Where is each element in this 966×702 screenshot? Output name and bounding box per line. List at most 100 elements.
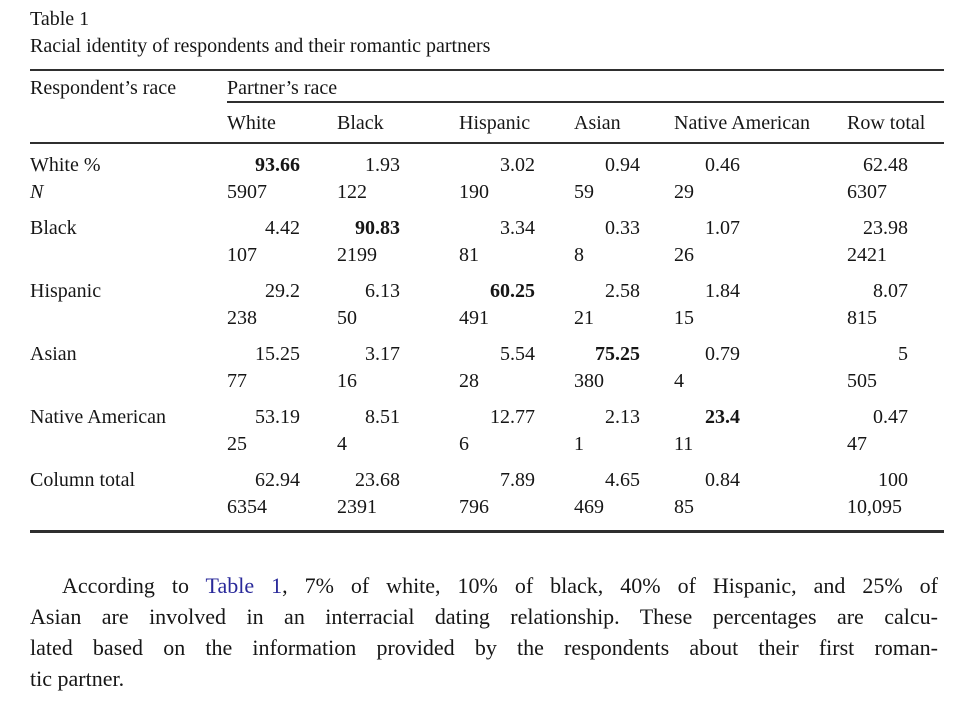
n-cell: 796 [459,496,489,518]
pct-cell: 4.42 [265,217,300,239]
pct-cell: 1.07 [705,217,740,239]
pct-cell: 90.83 [355,217,400,239]
row-sublabel [30,305,227,341]
n-cell: 8 [574,244,584,266]
row-sublabel [30,368,227,404]
column-header: Native American [674,102,847,144]
empty-header-cell [30,102,227,144]
row-label: Column total [30,469,135,491]
pct-cell: 60.25 [490,280,535,302]
column-header: Hispanic [459,102,574,144]
pct-cell: 8.51 [365,406,400,428]
paragraph-line-1: According to Table 1, 7% of white, 10% o… [30,570,938,601]
pct-cell: 4.65 [605,469,640,491]
n-cell: 85 [674,496,694,518]
pct-cell: 0.47 [873,406,908,428]
table-1-link[interactable]: Table 1 [205,573,283,598]
pct-cell: 2.13 [605,406,640,428]
body-paragraph: According to Table 1, 7% of white, 10% o… [30,570,938,694]
n-cell: 2391 [337,496,377,518]
n-cell: 77 [227,370,247,392]
pct-cell: 23.98 [863,217,908,239]
row-label: Native American [30,406,167,428]
table-row-n: 6354 2391 796 469 85 10,095 [30,494,944,532]
pct-cell: 100 [878,469,908,491]
table-caption: Table 1 Racial identity of respondents a… [30,6,944,60]
row-label: White % [30,154,101,176]
n-cell: 1 [574,433,584,455]
pct-cell: 23.68 [355,469,400,491]
pct-cell: 0.94 [605,154,640,176]
row-sublabel [30,494,227,532]
table-row-pct: Native American 53.19 8.51 12.77 2.13 23.4 0.4… [30,404,944,431]
data-table: Respondent’s race Partner’s race White Bl… [30,69,945,533]
n-cell: 4 [674,370,684,392]
pct-cell: 5 [898,343,908,365]
paragraph-line-3: lated based on the information provided … [30,635,938,660]
row-sublabel: N [30,181,44,203]
column-header: Black [337,102,459,144]
row-sublabel [30,242,227,278]
n-cell: 16 [337,370,357,392]
pct-cell: 23.4 [705,406,740,428]
table-header: Respondent’s race Partner’s race White Bl… [30,70,945,144]
column-header-row: White Black Hispanic Asian Native American Ro… [30,102,945,144]
n-cell: 81 [459,244,479,266]
pct-cell: 1.93 [365,154,400,176]
n-cell: 11 [674,433,694,455]
n-cell: 4 [337,433,347,455]
pct-cell: 62.94 [255,469,300,491]
table-title: Racial identity of respondents and their… [30,35,491,57]
n-cell: 469 [574,496,604,518]
pct-cell: 15.25 [255,343,300,365]
pct-cell: 3.17 [365,343,400,365]
pct-cell: 75.25 [595,343,640,365]
pct-cell: 7.89 [500,469,535,491]
pct-cell: 53.19 [255,406,300,428]
pct-cell: 12.77 [490,406,535,428]
table-row-n: 107 2199 81 8 26 2421 [30,242,944,278]
table-body: White % 93.66 1.93 3.02 0.94 0.46 62.48 N 5907 12… [30,143,944,532]
pct-cell: 0.46 [705,154,740,176]
paragraph-text: , 7% of white, 10% of black, 40% of Hisp… [282,573,938,598]
n-cell: 491 [459,307,489,329]
article-page: Table 1 Racial identity of respondents a… [0,6,966,702]
paragraph-line-2: Asian are involved in an interracial dat… [30,604,938,629]
n-cell: 28 [459,370,479,392]
row-label: Hispanic [30,280,102,302]
n-cell: 10,095 [847,496,902,518]
table-row-n: 238 50 491 21 15 815 [30,305,944,341]
n-cell: 190 [459,181,489,203]
pct-cell: 2.58 [605,280,640,302]
n-cell: 505 [847,370,877,392]
column-header: Row total [847,102,945,144]
table-row-pct: Hispanic 29.2 6.13 60.25 2.58 1.84 8.07 [30,278,944,305]
n-cell: 238 [227,307,257,329]
n-cell: 6 [459,433,469,455]
n-cell: 50 [337,307,357,329]
pct-cell: 1.84 [705,280,740,302]
table-number: Table 1 [30,8,90,30]
n-cell: 29 [674,181,694,203]
n-cell: 47 [847,433,867,455]
table-row-n: N 5907 122 190 59 29 6307 [30,179,944,215]
n-cell: 15 [674,307,694,329]
pct-cell: 6.13 [365,280,400,302]
n-cell: 59 [574,181,594,203]
row-sublabel [30,431,227,467]
pct-cell: 0.33 [605,217,640,239]
n-cell: 2421 [847,244,887,266]
table-row-pct: Black 4.42 90.83 3.34 0.33 1.07 23.98 [30,215,944,242]
pct-cell: 3.02 [500,154,535,176]
table-row-n: 25 4 6 1 11 47 [30,431,944,467]
table-row-pct: White % 93.66 1.93 3.02 0.94 0.46 62.48 [30,143,944,179]
column-header: White [227,102,337,144]
n-cell: 6354 [227,496,267,518]
n-cell: 25 [227,433,247,455]
row-label: Black [30,217,77,239]
pct-cell: 93.66 [255,154,300,176]
n-cell: 26 [674,244,694,266]
pct-cell: 0.84 [705,469,740,491]
table-row-pct: Column total 62.94 23.68 7.89 4.65 0.84 100 [30,467,944,494]
n-cell: 6307 [847,181,887,203]
